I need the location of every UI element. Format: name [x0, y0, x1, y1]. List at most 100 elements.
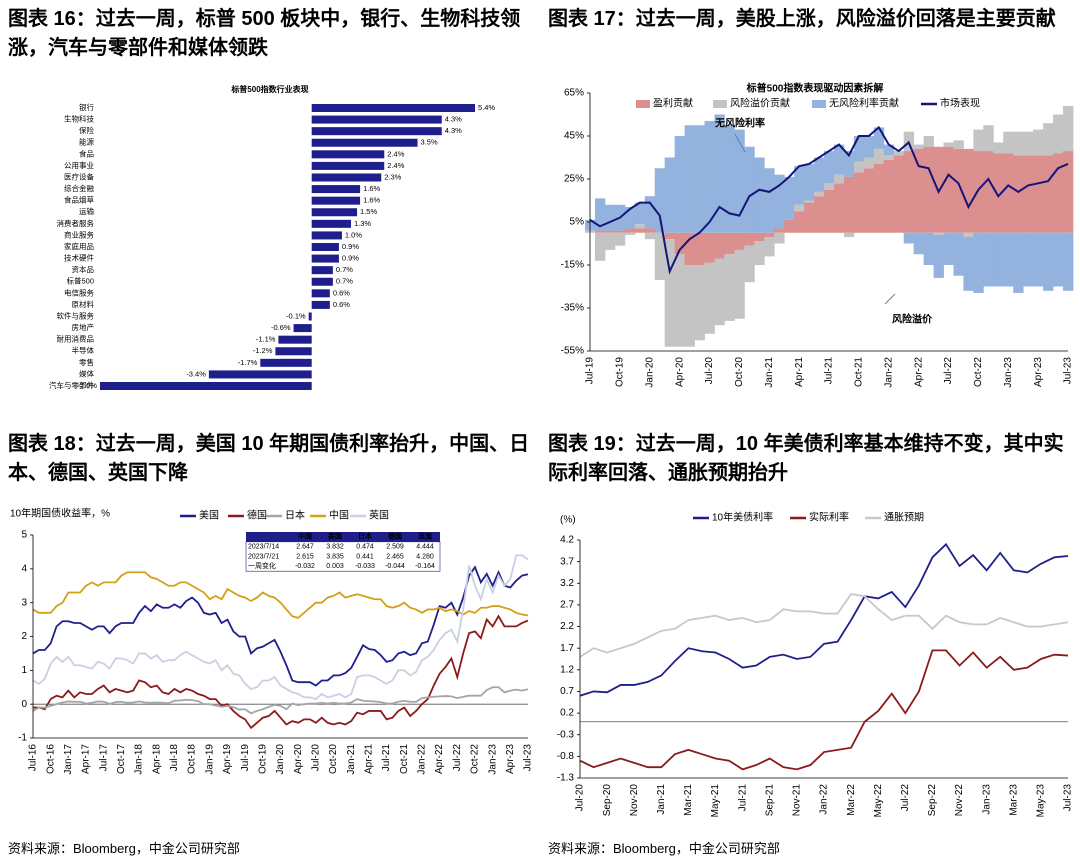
- area-segment: [1003, 153, 1014, 233]
- area-segment: [624, 206, 636, 229]
- x-tick-label: Jan-23: [1003, 357, 1014, 388]
- bar: [311, 150, 385, 159]
- table-cell: 0.003: [326, 563, 344, 570]
- y-tick-label: 0.7: [560, 686, 574, 697]
- x-tick-label: Oct-21: [399, 744, 410, 774]
- y-axis-label: 10年期国债收益率，%: [10, 507, 110, 520]
- area-segment: [973, 129, 984, 152]
- table-cell: 3.832: [326, 544, 344, 551]
- area-segment: [943, 146, 954, 233]
- x-tick-label: Sep-22: [927, 784, 938, 817]
- area-segment: [714, 232, 725, 259]
- figure-caption: 图表 17：过去一周，美股上涨，风险溢价回落是主要贡献: [548, 8, 1056, 30]
- area-segment: [654, 168, 666, 233]
- area-segment: [963, 237, 974, 291]
- table-cell: 0.441: [356, 553, 374, 560]
- y-tick-label: -0.3: [557, 729, 575, 740]
- category-label: 能源: [79, 137, 94, 147]
- bar: [311, 266, 333, 275]
- area-segment: [1023, 131, 1034, 156]
- bar: [311, 254, 339, 263]
- area-segment: [853, 136, 865, 162]
- value-label: -1.2%: [253, 346, 273, 355]
- category-label: 电信服务: [64, 287, 94, 297]
- value-label: 0.6%: [333, 288, 350, 297]
- y-tick-label: 45%: [564, 131, 584, 142]
- x-tick-label: Jul-19: [240, 744, 251, 772]
- table-cell: 2023/7/21: [248, 553, 279, 560]
- legend-swatch: [713, 100, 727, 108]
- y-tick-label: 5: [21, 530, 27, 541]
- legend-label: 通胀预期: [884, 512, 924, 524]
- area-segment: [893, 151, 905, 156]
- table-cell: -0.032: [295, 563, 315, 570]
- area-segment: [684, 232, 695, 265]
- area-segment: [933, 234, 944, 278]
- table-header: 德国: [388, 532, 402, 541]
- bar: [311, 127, 442, 136]
- bar: [100, 382, 312, 390]
- area-segment: [594, 230, 606, 233]
- y-tick-label: 0.2: [560, 708, 574, 719]
- area-segment: [1053, 232, 1064, 287]
- y-tick-label: 2: [21, 631, 27, 642]
- value-label: -0.1%: [286, 311, 306, 320]
- x-tick-label: Jul-21: [737, 784, 748, 812]
- x-tick-label: Apr-21: [364, 744, 375, 774]
- area-segment: [614, 230, 626, 233]
- category-label: 保险: [79, 125, 94, 135]
- area-segment: [1003, 131, 1014, 154]
- value-label: 1.6%: [363, 196, 380, 205]
- table-cell: -0.044: [385, 563, 405, 570]
- series-line: [579, 542, 1069, 697]
- x-tick-label: Jan-23: [981, 784, 992, 815]
- area-segment: [814, 196, 825, 233]
- table-cell: 2.615: [296, 553, 314, 560]
- table-cell: 2.465: [386, 553, 404, 560]
- y-tick-label: 0: [21, 699, 27, 710]
- x-tick-label: Jul-23: [1063, 357, 1074, 385]
- y-tick-label: -1.3: [557, 773, 575, 784]
- area-segment: [1053, 114, 1064, 154]
- table-cell: 2.647: [296, 544, 314, 551]
- area-segment: [883, 159, 895, 233]
- bar: [311, 243, 339, 251]
- x-tick-label: Jul-20: [310, 744, 321, 772]
- area-segment: [804, 163, 815, 201]
- area-segment: [774, 174, 785, 229]
- area-segment: [913, 148, 925, 233]
- area-segment: [883, 155, 895, 160]
- value-label: 2.3%: [384, 172, 401, 181]
- legend-label: 英国: [369, 509, 389, 522]
- area-segment: [983, 151, 994, 233]
- area-segment: [664, 157, 676, 233]
- table-cell: 一周变化: [248, 561, 276, 570]
- x-tick-label: Jan-18: [134, 744, 145, 775]
- x-tick-label: Mar-21: [683, 784, 694, 816]
- source-note: 资料来源：Bloomberg，中金公司研究部: [548, 841, 780, 856]
- area-segment: [744, 232, 755, 246]
- area-segment: [853, 172, 865, 233]
- x-tick-label: Oct-20: [734, 357, 745, 387]
- area-segment: [833, 183, 845, 233]
- value-label: -1.1%: [256, 335, 276, 344]
- x-tick-label: Jan-20: [275, 744, 286, 775]
- area-segment: [824, 189, 835, 233]
- category-label: 房地产: [72, 322, 95, 332]
- area-segment: [1043, 232, 1054, 291]
- area-segment: [1013, 232, 1024, 293]
- value-label: 0.9%: [342, 242, 359, 251]
- bar: [278, 335, 312, 344]
- table-cell: 0.474: [356, 544, 374, 551]
- x-tick-label: Jul-23: [1063, 784, 1074, 812]
- area-segment: [923, 136, 934, 147]
- area-segment: [784, 219, 795, 233]
- bar: [311, 185, 361, 194]
- x-tick-label: Jul-20: [704, 357, 715, 385]
- area-segment: [1053, 153, 1064, 233]
- category-label: 消费者服务: [57, 218, 95, 228]
- area-segment: [714, 114, 725, 233]
- area-segment: [694, 125, 705, 233]
- table-cell: -0.164: [415, 563, 435, 570]
